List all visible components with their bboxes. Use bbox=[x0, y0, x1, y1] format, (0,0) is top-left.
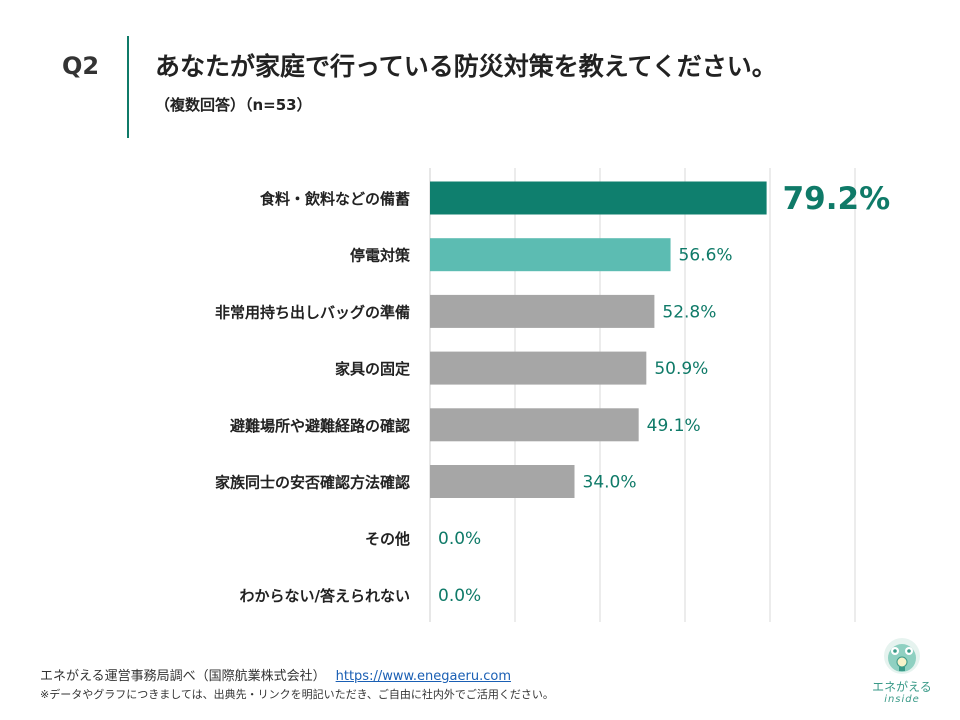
grid-lines bbox=[429, 168, 856, 622]
value-labels: 79.2% 56.6% 52.8% 50.9% 49.1% 34.0% 0.0% 0.0% bbox=[438, 181, 890, 606]
value-label: 50.9% bbox=[654, 359, 708, 379]
value-label: 49.1% bbox=[647, 416, 701, 436]
bar bbox=[430, 294, 655, 328]
header-divider bbox=[127, 36, 129, 138]
value-label: 52.8% bbox=[662, 302, 716, 322]
category-label: その他 bbox=[365, 530, 410, 548]
page-subtitle: （複数回答）（n=53） bbox=[155, 96, 312, 114]
logo-sub: inside bbox=[884, 694, 920, 705]
bar bbox=[430, 465, 575, 498]
value-label: 56.6% bbox=[679, 246, 733, 266]
bar bbox=[430, 408, 639, 442]
usage-note: ※データやグラフにつきましては、出典先・リンクを明記いただき、ご自由に社内外でご… bbox=[40, 688, 554, 701]
category-label: わからない/答えられない bbox=[240, 587, 410, 605]
value-label: 79.2% bbox=[783, 181, 891, 217]
brand-logo: エネがえる inside bbox=[862, 636, 942, 710]
value-label: 0.0% bbox=[438, 529, 481, 549]
source-text: エネがえる運営事務局調べ（国際航業株式会社） bbox=[40, 669, 326, 684]
source-link[interactable]: https://www.enegaeru.com bbox=[335, 669, 511, 684]
category-label: 家具の固定 bbox=[335, 360, 410, 378]
category-label: 家族同士の安否確認方法確認 bbox=[215, 474, 410, 492]
bar bbox=[430, 351, 647, 385]
category-labels: 食料・飲料などの備蓄停電対策非常用持ち出しバッグの準備家具の固定避難場所や避難経… bbox=[215, 190, 411, 605]
category-label: 停電対策 bbox=[350, 247, 411, 265]
category-label: 食料・飲料などの備蓄 bbox=[260, 190, 410, 208]
logo-name: エネがえる bbox=[872, 680, 932, 694]
bars bbox=[430, 181, 767, 498]
value-label: 0.0% bbox=[438, 586, 481, 606]
value-label: 34.0% bbox=[583, 473, 637, 493]
category-label: 避難場所や避難経路の確認 bbox=[230, 417, 410, 435]
source-credit: エネがえる運営事務局調べ（国際航業株式会社） https://www.enegae… bbox=[40, 665, 511, 684]
question-number: Q2 bbox=[62, 52, 100, 80]
bar bbox=[430, 181, 767, 215]
bar bbox=[430, 238, 671, 272]
lightbulb-icon bbox=[884, 638, 920, 674]
bar-chart: 食料・飲料などの備蓄停電対策非常用持ち出しバッグの準備家具の固定避難場所や避難経… bbox=[215, 168, 890, 622]
page-title: あなたが家庭で行っている防災対策を教えてください。 bbox=[155, 52, 777, 81]
category-label: 非常用持ち出しバッグの準備 bbox=[215, 303, 410, 321]
